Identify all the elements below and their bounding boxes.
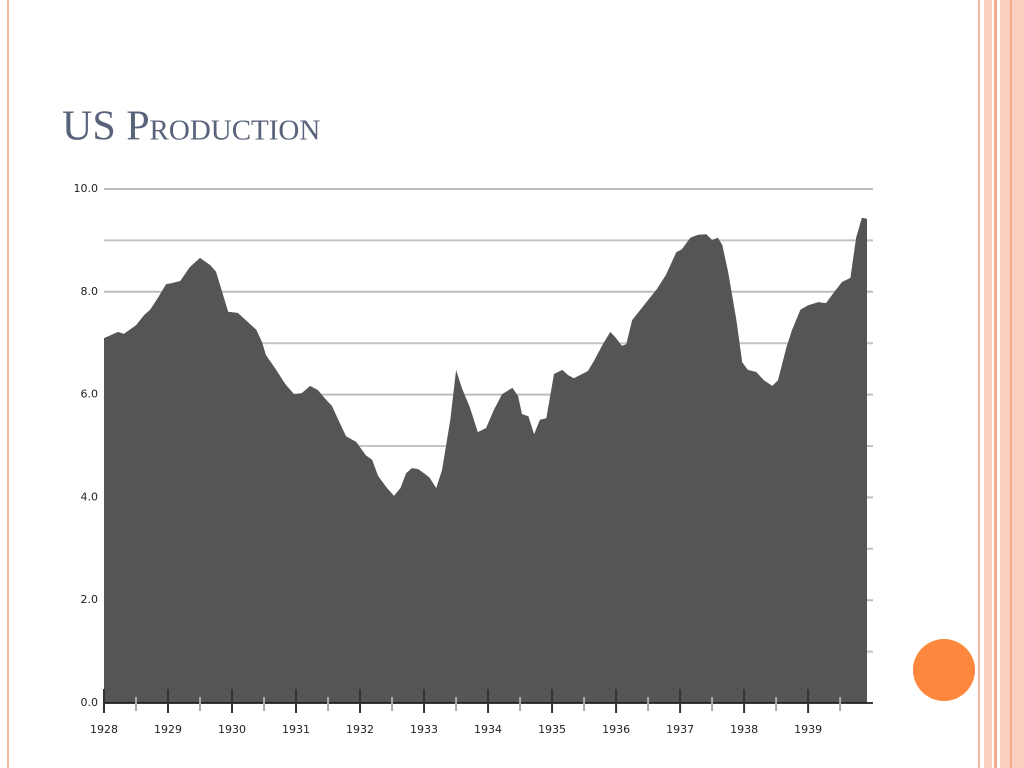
y-tick-label: 10.0 [74, 182, 99, 195]
x-tick-label: 1930 [218, 723, 246, 736]
y-tick-label: 0.0 [81, 696, 99, 709]
x-tick-label: 1931 [282, 723, 310, 736]
stripe [978, 0, 980, 768]
x-tick-label: 1939 [794, 723, 822, 736]
x-tick-label: 1933 [410, 723, 438, 736]
decor-circle [913, 639, 975, 701]
x-tick-label: 1937 [666, 723, 694, 736]
y-tick-label: 4.0 [81, 490, 99, 503]
x-tick-label: 1928 [90, 723, 118, 736]
left-border [7, 0, 9, 768]
x-tick-label: 1936 [602, 723, 630, 736]
x-tick-label: 1938 [730, 723, 758, 736]
plot: 0.0 2.0 4.0 6.0 8.0 10.0 1928 1929 1930 1931 1932 1… [74, 182, 873, 736]
x-tick-label: 1935 [538, 723, 566, 736]
x-tick-label: 1934 [474, 723, 502, 736]
stripe [984, 0, 992, 768]
area [104, 217, 867, 704]
x-tick-label: 1932 [346, 723, 374, 736]
stripe [1010, 0, 1012, 768]
y-tick-label: 2.0 [81, 593, 99, 606]
chart-title: US Production [62, 104, 320, 150]
stripe [994, 0, 997, 768]
y-tick-label: 6.0 [81, 388, 99, 401]
y-tick-label: 8.0 [81, 285, 99, 298]
x-tick-label: 1929 [154, 723, 182, 736]
